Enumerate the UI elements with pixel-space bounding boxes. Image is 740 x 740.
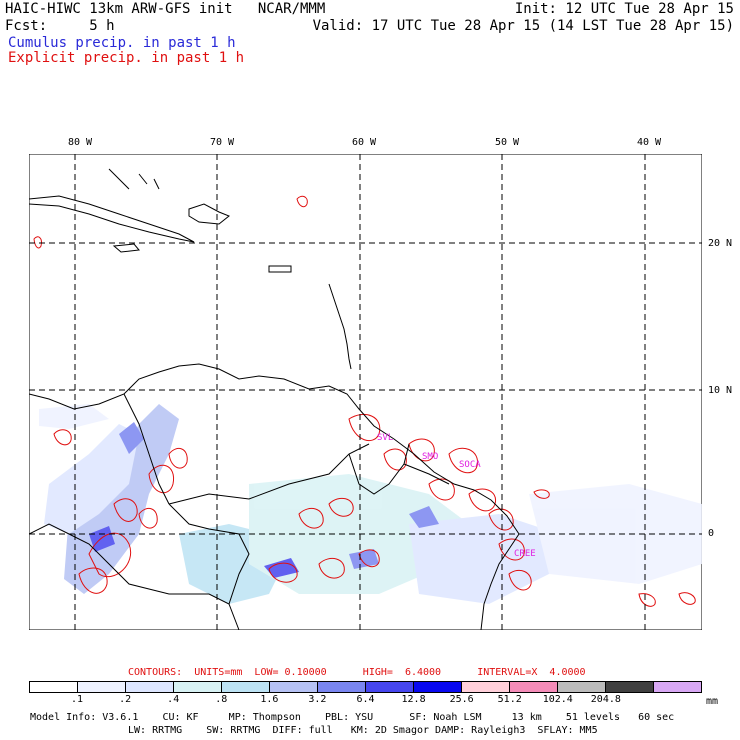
cumulus-patch-strong-1 [264, 558, 299, 578]
explicit-contour-andes-5 [148, 464, 175, 494]
valid-time: Valid: 17 UTC Tue 28 Apr 15 (14 LST Tue … [312, 18, 734, 34]
coastline-layer [29, 168, 520, 630]
colorbar-tick-label: 6.4 [356, 694, 375, 705]
colorbar-cell [270, 682, 318, 692]
explicit-contour-atlantic-3 [678, 592, 696, 605]
jamaica-coast [112, 243, 140, 253]
explicit-contour-amazon-2 [318, 557, 345, 579]
explicit-contour-carib-1 [296, 195, 308, 208]
colorbar-cell [654, 682, 701, 692]
forecast-hour: Fcst: 5 h [5, 18, 115, 34]
colorbar-cell [558, 682, 606, 692]
colombia-venezuela-border [123, 393, 170, 505]
lesser-antilles-coast [328, 283, 352, 370]
colorbar-cell [174, 682, 222, 692]
colorbar-ticks: .1 .2 .4 .8 1.6 3.2 6.4 12.8 25.6 51.2 102.4 204.8 [29, 694, 702, 706]
colorbar-cell [126, 682, 174, 692]
suriname-border [403, 463, 450, 485]
lon-label-70w: 70 W [210, 137, 235, 148]
cumulus-patch-amazon-east [409, 514, 559, 604]
colorbar-cell [462, 682, 510, 692]
cumulus-patch-colombia [44, 424, 139, 534]
plot-title: HAIC-HIWC 13km ARW-GFS init NCAR/MMM [5, 1, 326, 17]
explicit-contour-andes-3 [113, 498, 138, 522]
explicit-contour-guyana-7 [488, 508, 514, 531]
explicit-precip-layer [33, 195, 696, 607]
station-label-smo: SMO [422, 452, 438, 462]
explicit-contour-amapa-1 [498, 538, 525, 561]
colorbar-tick-label: 3.2 [308, 694, 327, 705]
explicit-contour-amapa-2 [508, 569, 532, 591]
cumulus-patch-strong-3 [349, 549, 379, 569]
station-label-svl: SVL [377, 433, 393, 443]
lon-label-80w: 80 W [68, 137, 93, 148]
explicit-contour-andes-2 [78, 567, 108, 594]
colorbar-tick-label: 204.8 [590, 694, 621, 705]
explicit-contour-guyana-5 [448, 447, 478, 474]
explicit-contour-atlantic-2 [638, 593, 656, 607]
lat-label-0: 0 [708, 528, 715, 539]
explicit-contour-amazon-3 [358, 549, 380, 568]
precip-colorbar [29, 681, 702, 693]
explicit-contour-atlantic-1 [533, 489, 550, 499]
cumulus-patch-caribbean [39, 404, 109, 429]
cumulus-patch-strong-2 [89, 526, 115, 552]
colorbar-tick-label: .4 [167, 694, 180, 705]
colorbar-cell [414, 682, 462, 692]
colorbar-tick-label: .1 [71, 694, 84, 705]
contour-info: CONTOURS: UNITS=mm LOW= 0.10000 HIGH= 6.… [128, 667, 586, 678]
precip-map: SVL SMO SOCA CREE [29, 154, 702, 630]
explicit-contour-guyana-1 [348, 414, 381, 442]
lon-label-60w: 60 W [352, 137, 377, 148]
colorbar-cell [510, 682, 558, 692]
colorbar-tick-label: 12.8 [401, 694, 426, 705]
explicit-contour-colombia [53, 429, 72, 446]
colorbar-cell [318, 682, 366, 692]
explicit-contour-guyana-3 [408, 438, 435, 462]
explicit-contour-andes-4 [138, 507, 158, 529]
explicit-contour-amazon-1 [268, 562, 298, 583]
explicit-contour-andes-1 [88, 532, 132, 578]
explicit-contour-andes-6 [168, 447, 188, 469]
station-label-cree: CREE [514, 549, 536, 559]
hispaniola-coast [188, 203, 230, 225]
colorbar-tick-label: 25.6 [449, 694, 474, 705]
bahamas-coast [108, 168, 160, 190]
colorbar-cell [606, 682, 654, 692]
cumulus-patch-strong-4 [409, 506, 439, 528]
guyana-border [348, 443, 410, 495]
station-label-layer: SVL SMO SOCA CREE [377, 433, 536, 559]
colorbar-unit: mm [706, 696, 719, 707]
colorbar-tick-label: 1.6 [260, 694, 279, 705]
cumulus-patch-atlantic [529, 484, 702, 584]
cumulus-legend-label: Cumulus precip. in past 1 h [8, 35, 236, 51]
colorbar-cell [78, 682, 126, 692]
explicit-contour-amazon-4 [298, 507, 324, 529]
model-info-line1: Model Info: V3.6.1 CU: KF MP: Thompson P… [30, 712, 675, 723]
colorbar-tick-label: 51.2 [497, 694, 522, 705]
colorbar-tick-label: .2 [119, 694, 132, 705]
explicit-contour-guyana-2 [383, 448, 407, 471]
colombia-ecuador-peru-border [29, 523, 240, 630]
explicit-legend-label: Explicit precip. in past 1 h [8, 50, 245, 66]
colorbar-cell [30, 682, 78, 692]
lon-label-50w: 50 W [495, 137, 520, 148]
colorbar-cell [366, 682, 414, 692]
model-info-line2: LW: RRTMG SW: RRTMG DIFF: full KM: 2D Sm… [128, 725, 598, 736]
colorbar-tick-label: 102.4 [542, 694, 573, 705]
lat-label-10n: 10 N [708, 385, 733, 396]
lat-label-20n: 20 N [708, 238, 733, 249]
lon-label-40w: 40 W [637, 137, 662, 148]
init-time: Init: 12 UTC Tue 28 Apr 15 [514, 1, 734, 17]
colorbar-cell [222, 682, 270, 692]
puerto-rico-coast [268, 265, 292, 273]
cuba-coast [29, 195, 195, 243]
station-label-soca: SOCA [459, 460, 481, 470]
latlon-grid [29, 154, 702, 630]
explicit-contour-amazon-5 [328, 497, 354, 517]
colorbar-tick-label: .8 [215, 694, 228, 705]
cumulus-patch-lake [119, 422, 144, 454]
explicit-contour-carib-2 [33, 236, 42, 249]
